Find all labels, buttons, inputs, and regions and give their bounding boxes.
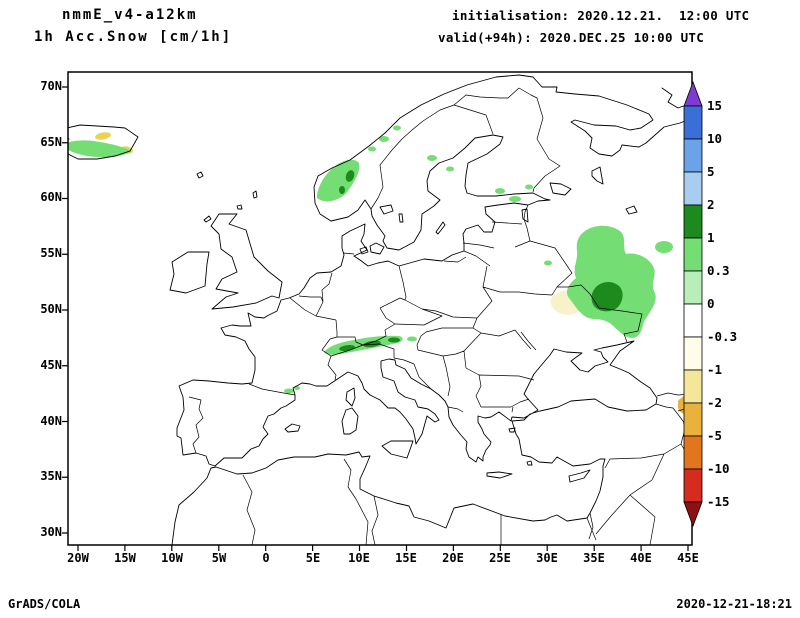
- cbar-label-0p3: 0.3: [707, 263, 730, 278]
- colorbar: [683, 80, 703, 528]
- shade-green-norway: [316, 159, 360, 202]
- coast-islands: [196, 171, 591, 483]
- shade-green-iceland: [68, 140, 131, 158]
- ylabel-30n: 30N: [40, 525, 62, 539]
- colorbar-arrow-bottom: [683, 501, 703, 528]
- init-time: initialisation: 2020.12.21. 12:00 UTC: [452, 8, 750, 23]
- xlabel-40e: 40E: [630, 551, 652, 565]
- cbar-label-m0p3: -0.3: [707, 329, 738, 344]
- cbar-label-m1: -1: [707, 362, 723, 377]
- ylabel-45n: 45N: [40, 358, 62, 372]
- coast-ireland: [169, 251, 210, 294]
- coast-great-britain: [210, 213, 283, 310]
- ylabel-60n: 60N: [40, 190, 62, 204]
- ylabel-40n: 40N: [40, 414, 62, 428]
- coast-baltic: [330, 134, 551, 267]
- xlabel-5w: 5W: [211, 551, 227, 565]
- xlabel-15w: 15W: [114, 551, 136, 565]
- xlabel-15e: 15E: [395, 551, 417, 565]
- grads-credit: GrADS/COLA: [8, 597, 81, 611]
- xlabel-20e: 20E: [442, 551, 464, 565]
- cbar-label-m2: -2: [707, 395, 723, 410]
- cbar-label-m15: -15: [707, 494, 730, 509]
- cbar-label-m5: -5: [707, 428, 723, 443]
- xlabel-35e: 35E: [583, 551, 605, 565]
- model-title: nmmE_v4-a12km: [62, 7, 198, 23]
- field-title: 1h Acc.Snow [cm/1h]: [34, 29, 233, 45]
- xlabel-20w: 20W: [67, 551, 89, 565]
- creation-timestamp: 2020-12-21-18:21: [676, 597, 792, 611]
- coast-mainland: [171, 223, 658, 545]
- cbar-label-2: 2: [707, 197, 715, 212]
- coast-scandinavia-arctic: [313, 74, 692, 222]
- cbar-label-10: 10: [707, 131, 723, 146]
- coastlines: [68, 74, 692, 545]
- xlabel-5e: 5E: [305, 551, 321, 565]
- ylabel-70n: 70N: [40, 79, 62, 93]
- cbar-label-15: 15: [707, 98, 723, 113]
- cbar-label-0: 0: [707, 296, 715, 311]
- coast-iceland: [68, 124, 139, 160]
- ylabel-65n: 65N: [40, 135, 62, 149]
- cbar-label-5: 5: [707, 164, 715, 179]
- shade-yellow-iceland-n: [95, 132, 111, 140]
- valid-time: valid(+94h): 2020.DEC.25 10:00 UTC: [438, 30, 705, 45]
- cbar-label-1: 1: [707, 230, 715, 245]
- colorbar-arrow-top: [683, 80, 703, 107]
- shade-darkgreen-russia-core: [591, 281, 623, 312]
- axis-ticks: [62, 86, 689, 551]
- xlabel-10w: 10W: [161, 551, 183, 565]
- snow-shading: [68, 125, 692, 426]
- xlabel-0: 0: [262, 551, 270, 565]
- shade-green-russia: [566, 225, 656, 338]
- ylabel-55n: 55N: [40, 246, 62, 260]
- lakes: [379, 166, 638, 223]
- xlabel-10e: 10E: [348, 551, 370, 565]
- xlabel-30e: 30E: [536, 551, 558, 565]
- ylabel-50n: 50N: [40, 302, 62, 316]
- xlabel-25e: 25E: [489, 551, 511, 565]
- ylabel-35n: 35N: [40, 469, 62, 483]
- xlabel-45e: 45E: [677, 551, 699, 565]
- cbar-label-m10: -10: [707, 461, 730, 476]
